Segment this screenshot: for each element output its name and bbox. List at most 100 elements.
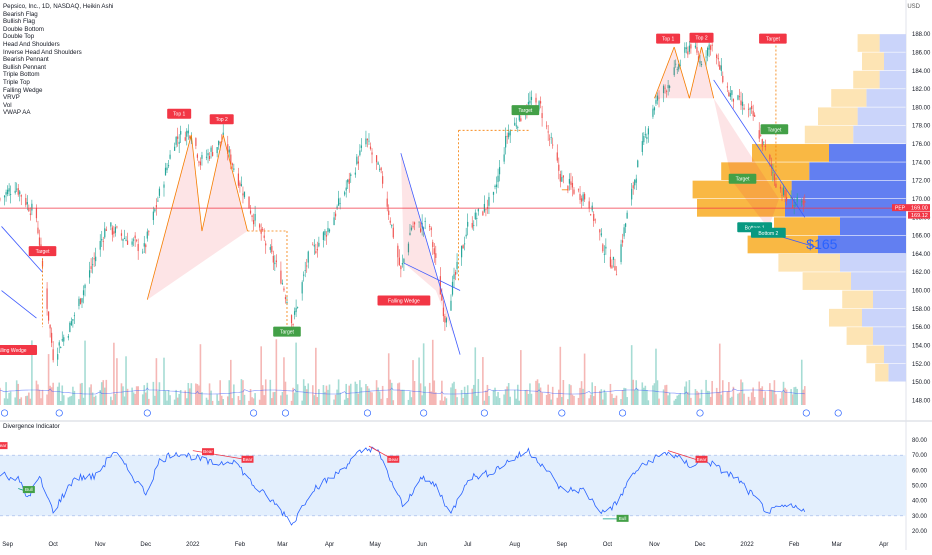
volume-bar [588, 398, 590, 405]
indicator-item[interactable]: VRVP [3, 94, 20, 102]
symbol-title[interactable]: Pepsico, Inc., 1D, NASDAQ, Heikin Ashi [3, 3, 114, 10]
candle-body [584, 193, 586, 200]
divergence-markers: Bear Bull Bear Bear Bear Bull Bear [0, 442, 708, 522]
indicator-item[interactable]: Bullish Flag [3, 18, 35, 26]
candle-body [230, 154, 232, 164]
volume-bar [790, 389, 792, 405]
volume-bar [668, 392, 671, 405]
event-marker-icon [281, 409, 290, 417]
volume-bar [518, 400, 521, 405]
candle-body [477, 209, 479, 212]
volume-bar [530, 393, 533, 405]
candle-body [274, 262, 276, 265]
volume-bar [472, 384, 475, 405]
volume-bar [154, 395, 156, 405]
volume-bar [110, 396, 112, 405]
indicator-item[interactable]: Triple Bottom [3, 71, 40, 79]
indicator-item[interactable]: Bearish Pennant [3, 56, 49, 64]
candle-body [5, 192, 7, 195]
candle-body [371, 152, 373, 155]
volume-bar [219, 380, 221, 405]
volume-profile-down-bar [873, 290, 906, 309]
candle-body [6, 189, 9, 195]
volume-bar [217, 400, 220, 405]
candle-body [420, 228, 422, 232]
volume-bar [40, 398, 42, 405]
volume-bar [488, 395, 490, 405]
indicator-item[interactable]: Bullish Pennant [3, 63, 46, 71]
indicator-item[interactable]: Bearish Flag [3, 10, 38, 18]
volume-bar [94, 395, 97, 405]
oscillator-title[interactable]: Divergence Indicator [3, 423, 60, 430]
candle-body [467, 221, 469, 227]
volume-profile-up-bar [804, 125, 854, 144]
candle-body [338, 198, 340, 206]
candle-body [644, 134, 646, 136]
volume-bar [561, 396, 563, 405]
candle-body [386, 198, 388, 207]
volume-bar [571, 394, 574, 405]
candle-body [164, 167, 167, 176]
volume-bar [91, 392, 94, 405]
candle-body [201, 155, 203, 159]
divergence-marker-text: Bull [619, 516, 627, 521]
indicator-item[interactable]: Inverse Head And Shoulders [3, 48, 82, 56]
volume-bar [475, 395, 478, 405]
pattern-label-text: Bottom 2 [758, 231, 778, 237]
candle-body [611, 265, 613, 269]
divergence-marker-text: Bear [243, 457, 253, 462]
candle-body [579, 193, 581, 200]
indicator-item[interactable]: Double Bottom [3, 25, 44, 33]
candle-body [612, 256, 615, 260]
pattern-overlays [1, 41, 821, 355]
volume-bar [456, 397, 458, 405]
indicator-item[interactable]: VWAP AA [3, 109, 31, 117]
indicator-item[interactable]: Head And Shoulders [3, 40, 60, 48]
volume-profile-down-bar [866, 89, 906, 107]
time-tick-label: Mar [831, 542, 841, 548]
pattern-label-box [511, 105, 540, 116]
volume-bar [759, 388, 762, 405]
volume-bar [603, 389, 606, 405]
candle-body [637, 160, 639, 168]
volume-bar [398, 382, 401, 405]
candle-body [494, 185, 496, 188]
indicator-item[interactable]: Falling Wedge [3, 86, 43, 94]
candle-body [155, 205, 157, 208]
volume-bar [176, 397, 179, 405]
volume-bar [210, 390, 212, 405]
volume-bar [747, 396, 750, 405]
volume-bar [184, 390, 187, 405]
volume-bar [345, 383, 348, 405]
candle-body [392, 227, 394, 238]
volume-bar [524, 390, 527, 405]
volume-bar [243, 394, 246, 405]
volume-bar [179, 390, 182, 405]
candle-body [804, 200, 806, 203]
volume-bar [410, 397, 413, 405]
volume-bar [15, 380, 18, 405]
double-top-leg [201, 134, 224, 232]
volume-bar [419, 383, 422, 405]
candle-body [137, 244, 139, 252]
volume-bar [418, 357, 420, 405]
volume-bar [322, 385, 325, 405]
volume-bar [258, 399, 261, 405]
volume-bar [632, 379, 634, 405]
candle-body [509, 130, 511, 136]
candle-body [303, 274, 305, 276]
last-price-tag [908, 204, 930, 212]
indicator-item[interactable]: Triple Top [3, 78, 30, 86]
volume-bar [366, 386, 369, 405]
candle-body [740, 100, 742, 106]
candle-body [775, 183, 777, 188]
price-tick-label: 170.00 [912, 197, 931, 203]
indicator-item[interactable]: Vol [3, 101, 12, 109]
volume-bar [709, 396, 712, 405]
candle-body [410, 227, 413, 230]
volume-bar [433, 380, 436, 405]
indicator-item[interactable]: Double Top [3, 33, 35, 41]
volume-profile-up-bar [774, 217, 840, 236]
